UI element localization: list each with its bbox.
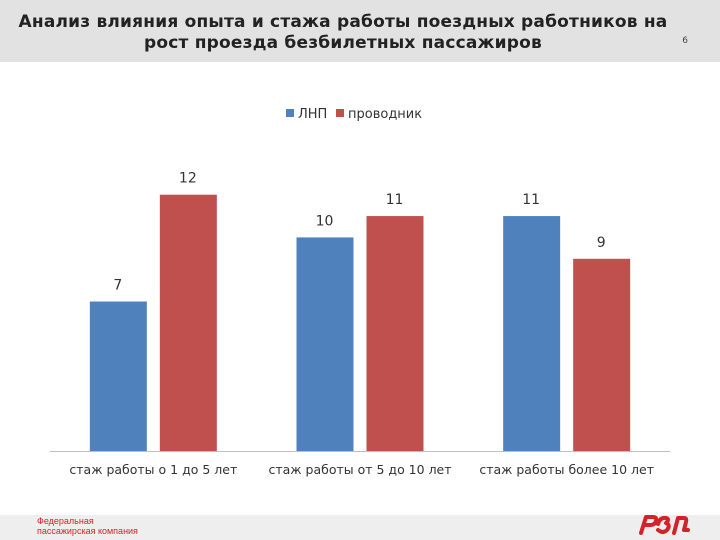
legend-label-1: проводник	[348, 107, 422, 122]
bar-1-2	[573, 258, 631, 451]
bar-chart: ЛНП проводник 7 12 стаж работы о 1 до 5 лет 1…	[50, 107, 670, 477]
bar-0-2	[503, 216, 561, 451]
data-label-1-0: 12	[179, 171, 197, 187]
data-label-1-1: 11	[386, 192, 404, 208]
company-name-line2: пассажирская компания	[37, 526, 138, 536]
footer-band	[0, 515, 720, 540]
company-name: Федеральная пассажирская компания	[37, 516, 138, 536]
data-label-0-0: 7	[113, 278, 122, 294]
legend-swatch-0	[286, 109, 294, 117]
data-label-0-2: 11	[522, 192, 540, 208]
category-label-0: стаж работы о 1 до 5 лет	[69, 462, 237, 477]
bar-1-0	[159, 194, 217, 451]
category-label-2: стаж работы более 10 лет	[479, 462, 654, 477]
bar-1-1	[366, 216, 424, 451]
slide-title: Анализ влияния опыта и стажа работы поез…	[18, 12, 668, 53]
category-label-1: стаж работы от 5 до 10 лет	[268, 462, 451, 477]
company-name-line1: Федеральная	[37, 516, 94, 526]
page-number: 6	[682, 36, 688, 46]
rzd-logo-icon	[639, 515, 690, 535]
legend-label-0: ЛНП	[298, 107, 327, 122]
legend-swatch-1	[336, 109, 344, 117]
bar-0-1	[296, 237, 354, 451]
bar-0-0	[89, 301, 147, 451]
header-band	[0, 0, 720, 62]
data-label-0-1: 10	[316, 213, 334, 229]
data-label-1-2: 9	[597, 235, 606, 251]
chart-legend: ЛНП проводник	[286, 107, 422, 122]
